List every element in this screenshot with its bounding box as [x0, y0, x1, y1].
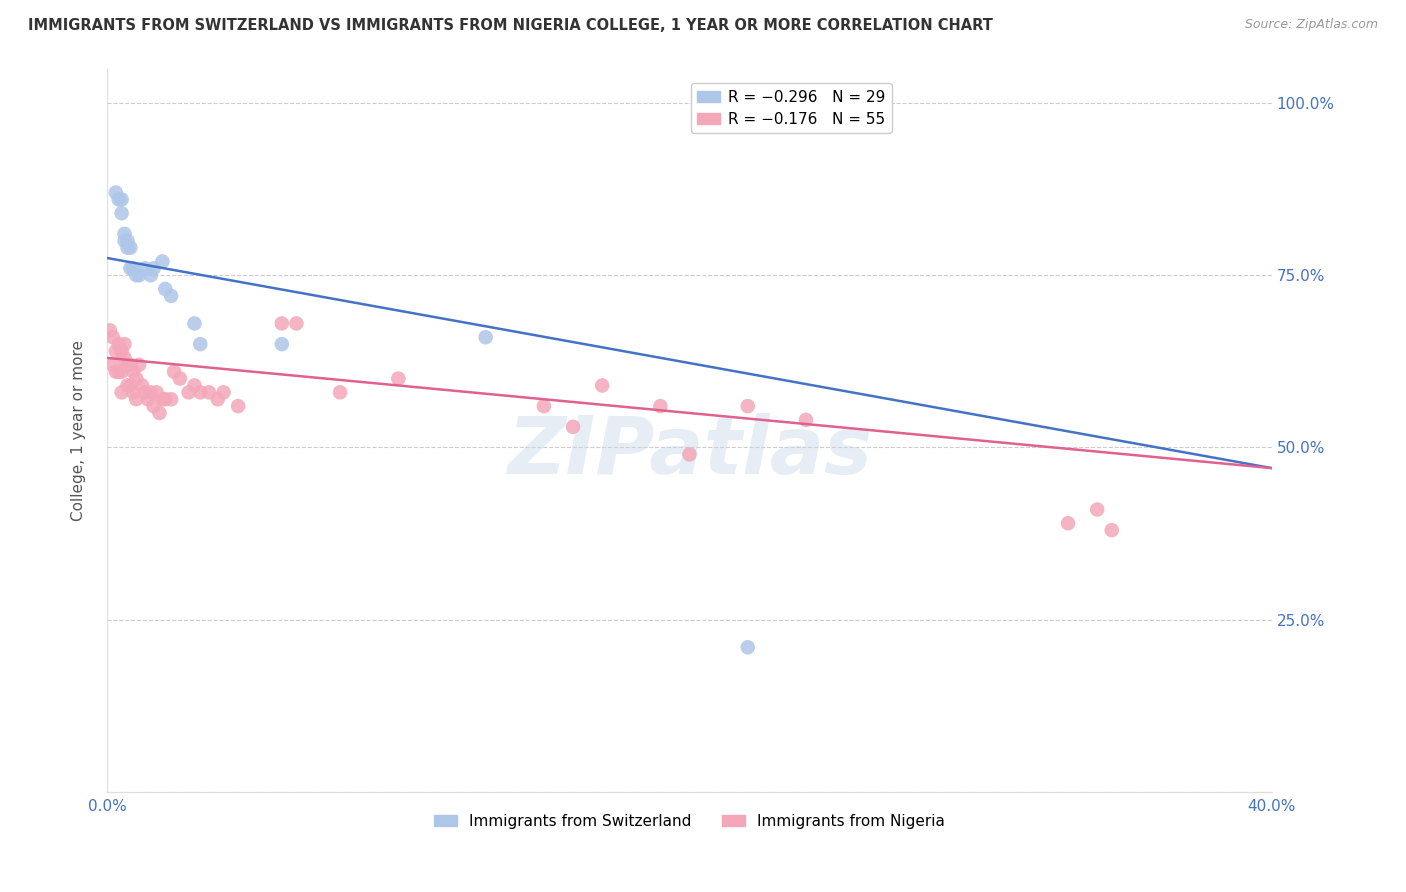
Point — [120, 261, 142, 276]
Point — [101, 330, 124, 344]
Point — [1057, 516, 1080, 531]
Point — [207, 392, 229, 407]
Point — [125, 268, 148, 283]
Point — [122, 261, 145, 276]
Point — [155, 282, 177, 296]
Point — [104, 344, 127, 359]
Point — [160, 289, 183, 303]
Point — [177, 385, 200, 400]
Point — [329, 385, 352, 400]
Point — [120, 241, 142, 255]
Point — [117, 378, 139, 392]
Point — [188, 337, 211, 351]
Point — [533, 399, 555, 413]
Point — [650, 399, 672, 413]
Point — [1101, 523, 1123, 537]
Point — [737, 399, 759, 413]
Point — [474, 330, 496, 344]
Point — [117, 234, 139, 248]
Point — [98, 323, 121, 337]
Point — [111, 365, 134, 379]
Point — [270, 337, 292, 351]
Point — [737, 640, 759, 655]
Point — [270, 317, 292, 331]
Point — [145, 385, 167, 400]
Point — [111, 385, 134, 400]
Point — [155, 392, 177, 407]
Point — [104, 186, 127, 200]
Point — [212, 385, 235, 400]
Point — [131, 378, 153, 392]
Point — [591, 378, 613, 392]
Point — [111, 344, 134, 359]
Point — [134, 261, 156, 276]
Point — [163, 365, 186, 379]
Point — [107, 337, 129, 351]
Point — [101, 358, 124, 372]
Point — [107, 193, 129, 207]
Point — [114, 227, 136, 241]
Point — [111, 193, 134, 207]
Point — [678, 447, 700, 461]
Point — [562, 419, 585, 434]
Point — [139, 268, 162, 283]
Point — [1085, 502, 1108, 516]
Point — [114, 351, 136, 365]
Point — [142, 261, 165, 276]
Legend: Immigrants from Switzerland, Immigrants from Nigeria: Immigrants from Switzerland, Immigrants … — [427, 808, 950, 835]
Text: ZIPatlas: ZIPatlas — [508, 413, 872, 491]
Point — [169, 371, 191, 385]
Point — [183, 378, 205, 392]
Point — [183, 317, 205, 331]
Point — [128, 268, 150, 283]
Y-axis label: College, 1 year or more: College, 1 year or more — [72, 340, 86, 521]
Point — [226, 399, 249, 413]
Point — [142, 399, 165, 413]
Point — [120, 358, 142, 372]
Point — [125, 392, 148, 407]
Point — [117, 241, 139, 255]
Point — [148, 406, 170, 420]
Point — [152, 392, 174, 407]
Text: IMMIGRANTS FROM SWITZERLAND VS IMMIGRANTS FROM NIGERIA COLLEGE, 1 YEAR OR MORE C: IMMIGRANTS FROM SWITZERLAND VS IMMIGRANT… — [28, 18, 993, 33]
Point — [107, 365, 129, 379]
Point — [122, 365, 145, 379]
Point — [122, 385, 145, 400]
Point — [188, 385, 211, 400]
Text: Source: ZipAtlas.com: Source: ZipAtlas.com — [1244, 18, 1378, 31]
Point — [198, 385, 221, 400]
Point — [111, 206, 134, 220]
Point — [136, 392, 159, 407]
Point — [794, 413, 817, 427]
Point — [120, 378, 142, 392]
Point — [160, 392, 183, 407]
Point — [285, 317, 308, 331]
Point — [104, 365, 127, 379]
Point — [114, 234, 136, 248]
Point — [117, 358, 139, 372]
Point — [114, 337, 136, 351]
Point — [152, 254, 174, 268]
Point — [128, 358, 150, 372]
Point — [139, 385, 162, 400]
Point — [134, 385, 156, 400]
Point — [125, 371, 148, 385]
Point — [387, 371, 409, 385]
